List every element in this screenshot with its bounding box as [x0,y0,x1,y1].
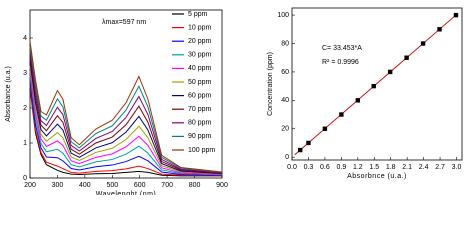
y-tick-label: 0 [285,154,289,161]
x-tick-label: 2.7 [435,164,445,171]
plot-frame [291,7,463,161]
spectrum-line [29,70,223,175]
y-tick-label: 60 [281,69,289,76]
x-tick-label: 200 [24,182,36,189]
x-tick-label: 1.8 [386,164,396,171]
y-tick-label: 80 [281,40,289,47]
x-tick-label: 0.9 [336,164,346,171]
spectrum-line [29,51,223,174]
spectrum-line [29,85,223,177]
y-tick-label: 2 [23,105,27,112]
legend-label: 70 ppm [188,106,212,113]
spectrum-line [29,46,223,173]
y-tick-label: 100 [277,12,289,19]
y-tick-label: 0 [23,175,27,182]
x-tick-label: 1.2 [353,164,363,171]
y-tick-label: 20 [281,126,289,133]
legend-label: 90 ppm [188,133,212,140]
data-point [371,83,376,89]
spectrum-line [29,65,223,175]
legend-label: 20 ppm [188,38,212,45]
x-tick-label: 3.0 [452,164,462,171]
annotation: R² = 0.9996 [322,59,359,66]
x-tick-label: 600 [134,182,146,189]
x-tick-label: 400 [79,182,91,189]
spectrum-line [29,41,223,173]
data-point [339,112,344,117]
x-tick-label: 0.0 [287,164,297,171]
x-tick-label: 2.1 [402,164,412,171]
spectrum-line [29,61,223,175]
y-axis-label: Absorbance (u.a.) [5,66,12,122]
data-point [298,147,303,153]
data-point [453,12,459,18]
data-point [306,140,311,146]
x-tick-label: 800 [189,182,201,189]
x-tick-label: 500 [106,182,118,189]
data-point [387,69,393,75]
legend-label: 100 ppm [188,147,215,154]
spectrum-line [29,87,222,177]
y-tick-label: 40 [281,97,289,104]
x-tick-label: 2.4 [419,164,429,171]
legend-label: 50 ppm [188,79,212,86]
spectrum-line [29,80,223,177]
data-point [404,55,409,60]
y-tick-label: 1 [23,140,27,147]
x-axis-label: Wavelenght (nm) [96,191,157,195]
legend-label: 80 ppm [188,120,212,127]
x-tick-label: 300 [52,182,64,189]
figure: 200 300 400 500 600 700 800 90001234Wavelenght … [5,7,463,195]
x-tick-label: 900 [216,182,228,189]
data-point [420,41,426,46]
plot-frame [29,9,223,179]
x-axis-label: Absorbnce (u.a.) [347,173,407,180]
data-point [322,126,328,131]
spectrum-line [29,56,223,174]
x-tick-label: 0.3 [304,164,314,171]
spectrum-line [29,75,223,176]
data-point [437,27,442,32]
legend-label: 60 ppm [188,92,212,99]
annotation: C= 33.453*A [322,45,362,52]
x-tick-label: 700 [161,182,173,189]
y-axis-label: Concentration (ppm) [267,52,274,116]
legend-label: 30 ppm [188,52,212,59]
x-tick-label: 1.5 [369,164,379,171]
annotation: λmax=597 nm [102,19,146,26]
y-tick-label: 4 [23,35,27,42]
data-point [355,98,361,103]
legend-label: 5 ppm [188,11,208,18]
legend-label: 10 ppm [188,24,212,31]
legend-label: 40 ppm [188,65,212,72]
x-tick-label: 0.6 [320,164,330,171]
y-tick-label: 3 [23,70,27,77]
